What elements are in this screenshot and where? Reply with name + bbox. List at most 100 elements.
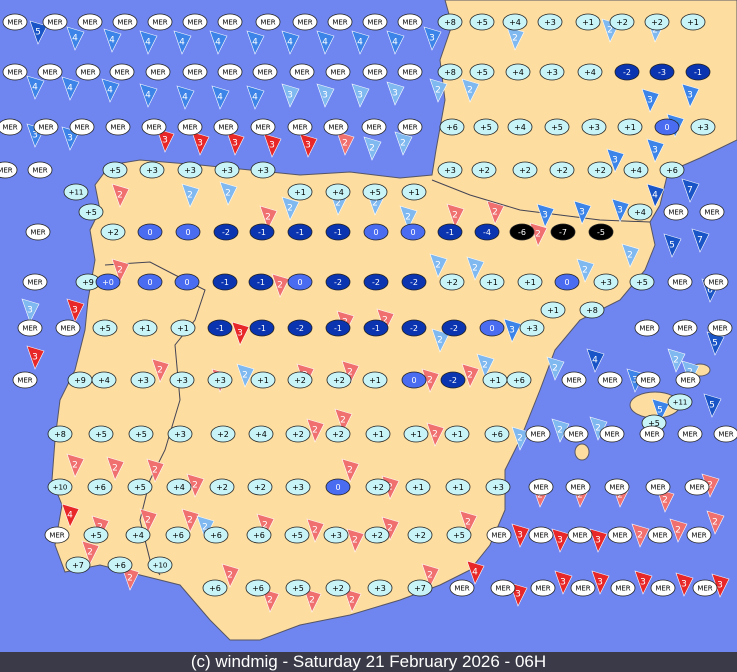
station-label: MER	[146, 124, 161, 132]
station	[285, 478, 311, 496]
station-label: MER	[668, 209, 683, 217]
station	[561, 371, 587, 389]
station	[102, 161, 128, 179]
station-label: +5	[476, 68, 488, 77]
station	[77, 13, 103, 31]
station	[570, 579, 596, 597]
station-label: +3	[221, 166, 233, 175]
station-label: MER	[604, 431, 619, 439]
station	[644, 13, 670, 31]
wind-speed: 4	[107, 86, 113, 96]
station	[437, 223, 463, 241]
wind-speed: 2	[87, 548, 93, 558]
wind-flag	[486, 200, 505, 225]
wind-speed: 2	[262, 521, 268, 531]
station	[567, 526, 593, 544]
station	[107, 556, 133, 574]
wind-flag	[341, 458, 360, 483]
station	[469, 13, 495, 31]
station-label: MER	[7, 19, 22, 27]
station-label: +5	[90, 531, 102, 540]
station-label: MER	[402, 124, 417, 132]
station	[437, 13, 463, 31]
station-label: -1	[296, 228, 304, 237]
wind-flag	[306, 418, 325, 443]
station-label: +5	[551, 123, 563, 132]
station-label: MER	[655, 585, 670, 593]
station	[479, 319, 505, 337]
station-label: -1	[258, 228, 266, 237]
station	[174, 273, 200, 291]
station	[445, 478, 471, 496]
station-label: MER	[682, 431, 697, 439]
station-label: +10	[153, 562, 168, 570]
wind-flag	[621, 243, 640, 268]
wind-speed: 2	[112, 464, 118, 474]
station-label: MER	[0, 167, 13, 175]
station-label: -1	[257, 278, 265, 287]
station-label: +2	[414, 531, 426, 540]
wind-speed: 2	[342, 139, 348, 149]
station-label: +2	[616, 18, 628, 27]
station	[362, 13, 388, 31]
wind-speed: 4	[392, 38, 398, 48]
station-label: MER	[575, 585, 590, 593]
station-label: +3	[137, 376, 149, 385]
station-label: +3	[292, 483, 304, 492]
wind-speed: 2	[352, 536, 358, 546]
station-label: MER	[491, 532, 506, 540]
station	[649, 63, 675, 81]
wind-speed: 2	[482, 361, 488, 371]
wind-speed: 4	[217, 93, 223, 103]
station	[245, 579, 271, 597]
station-label: +5	[480, 123, 492, 132]
station-label: MER	[292, 124, 307, 132]
wind-flag	[299, 133, 318, 158]
station	[540, 301, 566, 319]
wind-speed: 4	[652, 191, 658, 201]
wind-speed: 4	[252, 38, 258, 48]
station	[147, 556, 173, 574]
station-label: +5	[636, 278, 648, 287]
station	[502, 13, 528, 31]
wind-speed: 2	[117, 266, 123, 276]
station-label: +3	[492, 483, 504, 492]
station-label: MER	[402, 69, 417, 77]
wind-flag	[681, 178, 700, 203]
wind-flag	[66, 453, 85, 478]
station	[444, 425, 470, 443]
station-label: MER	[330, 69, 345, 77]
station	[325, 319, 351, 337]
station-label: +9	[74, 376, 86, 385]
wind-speed: 2	[427, 571, 433, 581]
station	[506, 371, 532, 389]
station-label: 0	[410, 228, 415, 237]
wind-speed: 4	[322, 38, 328, 48]
wind-speed: 2	[437, 336, 443, 346]
wind-speed: 2	[607, 26, 613, 36]
station-label: +1	[177, 324, 189, 333]
station-label: +4	[512, 68, 524, 77]
station-label: -1	[221, 278, 229, 287]
station	[130, 371, 156, 389]
station	[363, 223, 389, 241]
station-label: +1	[624, 123, 636, 132]
station-label: +1	[451, 430, 463, 439]
wind-speed: 2	[427, 376, 433, 386]
station-label: MER	[570, 484, 585, 492]
wind-flag	[546, 356, 565, 381]
station	[326, 371, 352, 389]
station-label: +1	[524, 278, 536, 287]
wind-speed: 2	[652, 26, 658, 36]
station-label: -6	[518, 228, 526, 237]
station-label: MER	[697, 585, 712, 593]
station	[512, 161, 538, 179]
station	[325, 579, 351, 597]
station-label: MER	[677, 325, 692, 333]
wind-flag	[336, 131, 355, 156]
wind-speed: 2	[349, 596, 355, 606]
wind-flag	[139, 83, 158, 108]
wind-flag	[554, 570, 573, 595]
wind-flag	[459, 510, 478, 535]
station-label: +11	[673, 399, 688, 407]
